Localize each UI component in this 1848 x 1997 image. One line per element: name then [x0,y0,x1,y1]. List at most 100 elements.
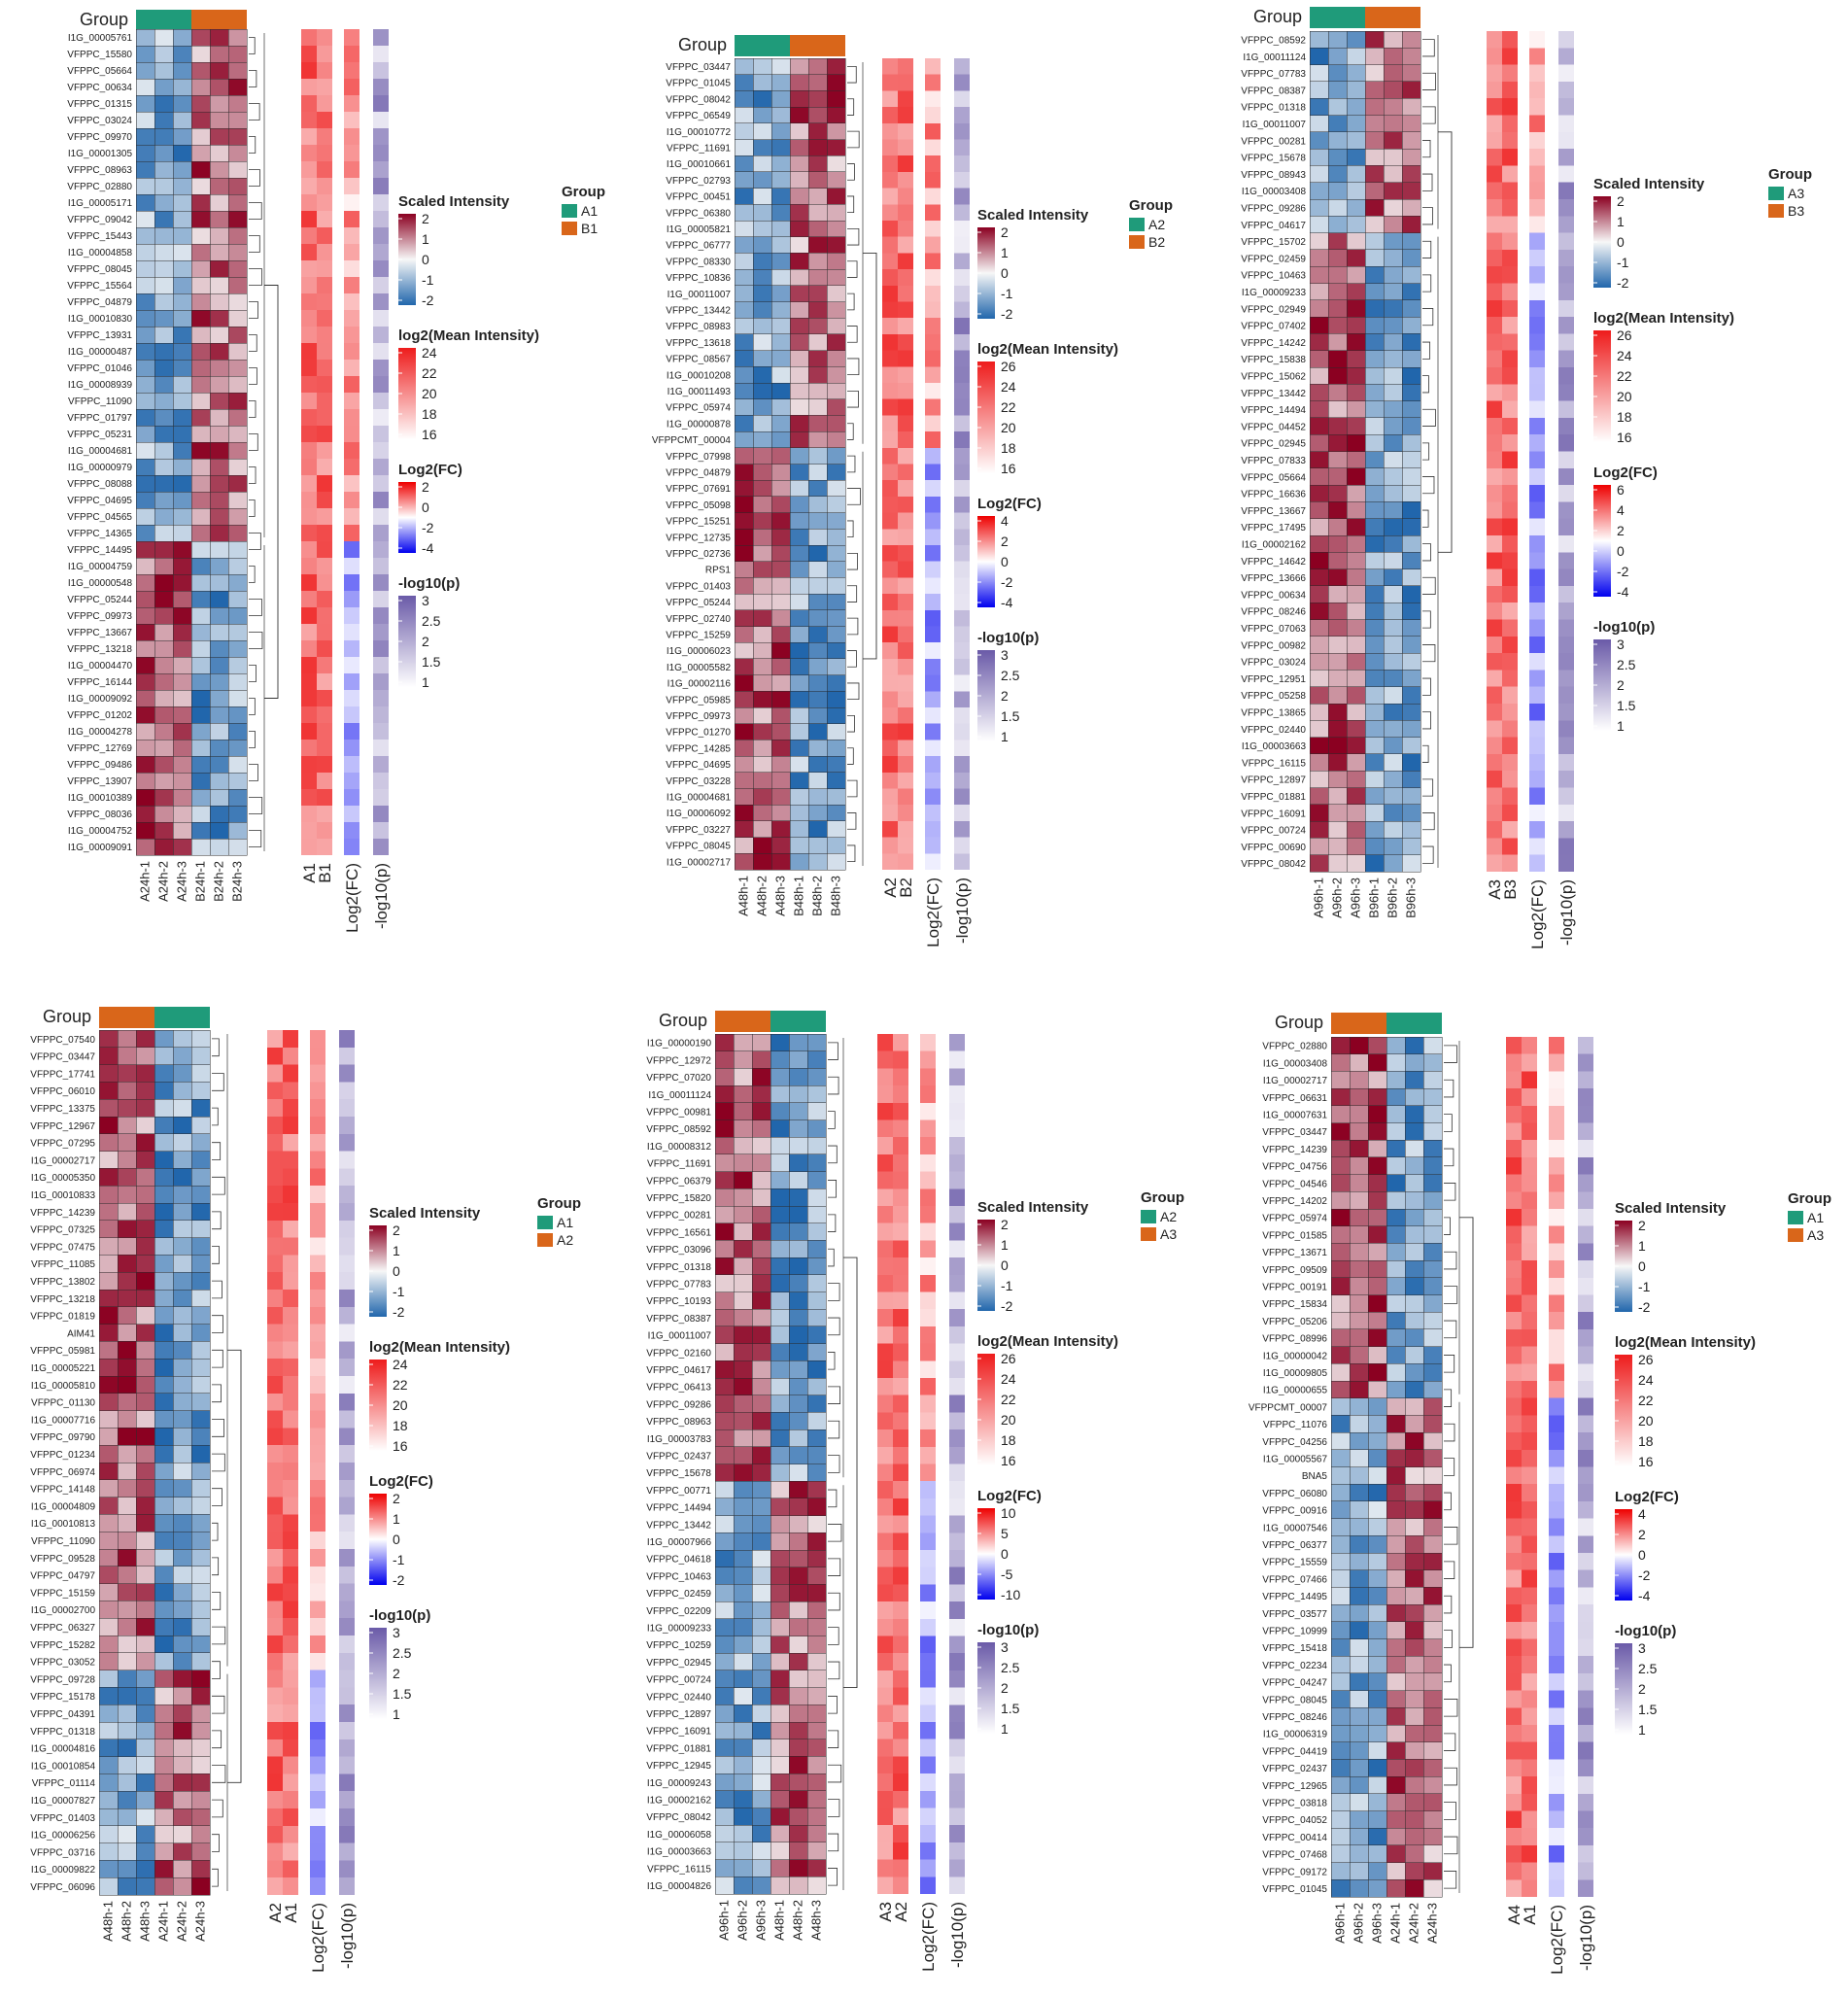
mean-intensity-cell [317,607,332,624]
legend-tick: 22 [393,1377,408,1393]
heatmap-cell [714,1136,735,1155]
pvalue-cell [1558,518,1574,535]
mean-intensity-cell [1502,838,1518,855]
log2fc-cell [344,46,359,62]
heatmap-cell [733,1584,753,1602]
mean-intensity-cell [898,122,913,140]
heatmap-cell [227,28,248,47]
gene-label: VFPPC_15251 [666,517,731,528]
log2fc-cell [310,1151,325,1169]
gene-label: I1G_00006058 [647,1830,712,1841]
heatmap-cell [751,1050,771,1069]
log2fc-cell [1529,787,1545,805]
heatmap-cell [1401,115,1421,133]
heatmap-cell [1327,501,1348,519]
heatmap-cell [1401,81,1421,99]
heatmap-cell [1330,1156,1351,1175]
mean-intensity-cell [317,508,332,525]
heatmap-panel-A1vsA2: GroupVFPPC_07540VFPPC_03447VFPPC_17741VF… [30,1007,581,1973]
heatmap-cell [733,1635,753,1654]
mean-intensity-cell [301,806,317,822]
heatmap-cell [135,1393,155,1411]
heatmap-cell [1330,1862,1351,1880]
mean-intensity-cell [882,805,898,821]
heatmap-cell [1349,1862,1369,1880]
heatmap-cell [154,1808,174,1827]
mean-intensity-cell [1502,518,1518,535]
heatmap-cell [98,1497,119,1515]
gene-label: VFPPC_00634 [67,83,132,93]
heatmap-cell [1346,585,1366,603]
heatmap-cell [826,464,846,481]
heatmap-cell [98,1151,119,1169]
log2fc-cell [1529,115,1545,132]
heatmap-cell [1346,115,1366,133]
log2fc-cell [925,788,941,806]
heatmap-cell [1349,1500,1369,1519]
heatmap-cell [154,458,174,476]
heatmap-cell [770,641,791,660]
heatmap-cell [1386,1191,1406,1210]
heatmap-cell [227,639,248,658]
heatmap-cell [788,1222,808,1241]
mean-intensity-cell [893,1842,908,1860]
legend-tick: 2 [393,1666,400,1681]
mean-intensity-cell [1487,249,1502,267]
heatmap-cell [1383,534,1403,553]
legend-title-mean: log2(Mean Intensity) [1615,1334,1756,1351]
heatmap-cell [733,1326,753,1344]
heatmap-cell [135,1289,155,1308]
mean-intensity-cell [898,447,913,465]
heatmap-cell [1383,64,1403,83]
heatmap-cell [154,326,174,344]
heatmap-cell [1309,232,1329,251]
mean-intensity-cell [1506,1156,1522,1175]
log2fc-cell [920,1704,936,1722]
heatmap-cell [135,755,155,774]
legend-tick: -2 [1617,564,1629,579]
mean-intensity-cell [882,642,898,659]
gene-label: VFPPC_01403 [30,1813,95,1824]
heatmap-cell [1364,703,1385,721]
heatmap-cell [733,1394,753,1413]
mean-intensity-cell [882,772,898,789]
side-column-label: -log10(p) [338,1903,357,1969]
gene-label: BNA5 [1302,1471,1328,1482]
log2fc-cell [310,1186,325,1203]
gene-label: I1G_00010772 [667,127,732,138]
pvalue-cell [1578,1053,1593,1072]
legend-tick: 16 [422,427,437,442]
legend-title-mean: log2(Mean Intensity) [977,1333,1118,1350]
heatmap-cell [1401,568,1421,587]
heatmap-cell [789,253,809,270]
heatmap-cell [1383,115,1403,133]
mean-intensity-cell [893,1687,908,1705]
heatmap-cell [752,626,772,643]
heatmap-cell [135,1687,155,1705]
heatmap-cell [1349,1535,1369,1554]
heatmap-cell [1364,366,1385,385]
pvalue-cell [373,426,389,442]
side-column-label: -log10(p) [1577,1905,1595,1971]
mean-intensity-cell [301,508,317,525]
heatmap-cell [1404,1603,1424,1623]
heatmap-cell [1346,568,1366,587]
heatmap-cell [770,1515,790,1533]
mean-intensity-cell [267,1428,283,1446]
heatmap-cell [1422,1500,1443,1519]
legend-tick: 3 [393,1625,400,1640]
log2fc-cell [925,398,941,416]
mean-intensity-cell [877,1532,893,1550]
log2fc-cell [310,1618,325,1635]
heatmap-cell [154,1255,174,1273]
legend-title-fc: Log2(FC) [977,496,1042,512]
heatmap-cell [190,1116,211,1135]
heatmap-cell [154,1635,174,1654]
pvalue-cell [1578,1346,1593,1364]
heatmap-cell [770,415,791,432]
heatmap-cell [1367,1328,1387,1347]
heatmap-cell [788,1859,808,1877]
heatmap-cell [98,1635,119,1654]
column-label: A24h-3 [193,1901,208,1942]
legend-tick: 24 [422,345,437,361]
